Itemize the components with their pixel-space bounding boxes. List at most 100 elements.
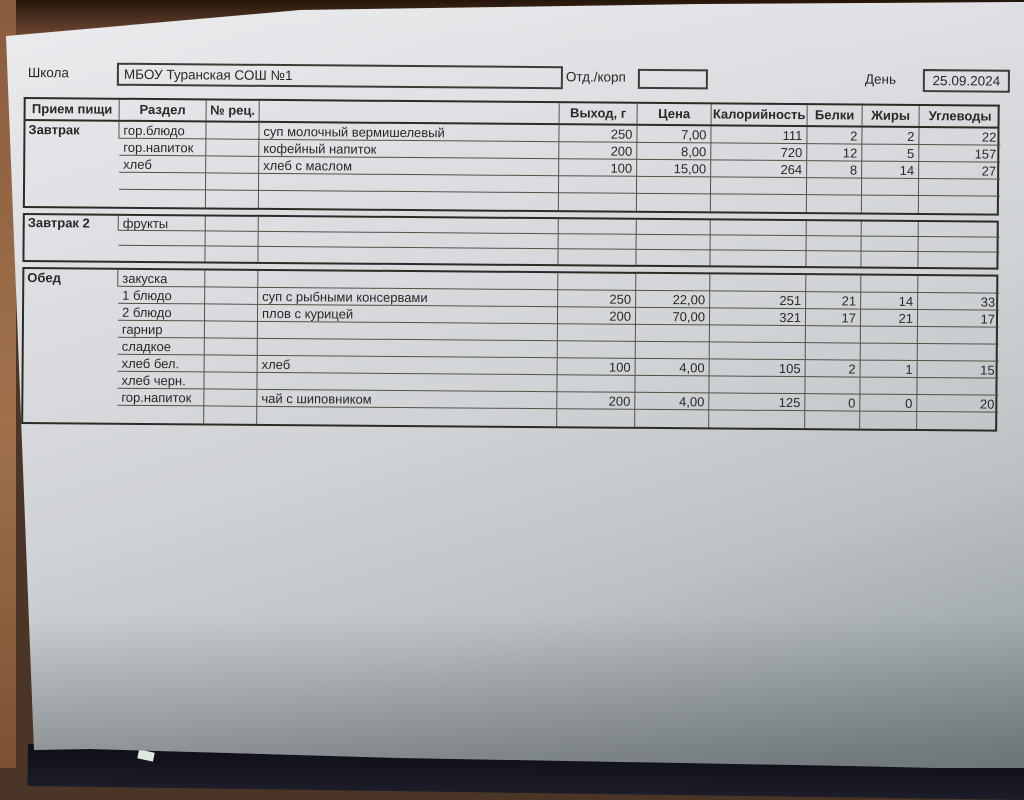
protein-cell: 21	[806, 292, 862, 310]
carbs-cell	[917, 327, 999, 345]
carbs-cell	[918, 222, 1000, 238]
price-cell: 70,00	[635, 307, 711, 326]
out-cell: 200	[559, 142, 638, 160]
protein-cell	[806, 221, 862, 237]
out-cell: 100	[559, 159, 638, 177]
rec-cell	[205, 173, 260, 191]
cal-cell: 321	[709, 308, 807, 327]
col-header: Раздел	[119, 99, 207, 121]
price-cell: 15,00	[637, 159, 712, 178]
rec-cell	[204, 389, 258, 407]
carbs-cell: 15	[917, 361, 999, 379]
meal-cell: Завтрак 2	[24, 215, 119, 231]
razdel-cell: гор.блюдо	[119, 121, 207, 140]
out-cell	[558, 193, 637, 211]
price-cell	[636, 176, 712, 195]
price-cell	[636, 193, 711, 212]
cal-cell	[709, 410, 806, 429]
price-cell	[635, 375, 710, 394]
out-cell	[558, 234, 637, 250]
razdel-cell: сладкое	[117, 337, 205, 356]
carbs-cell	[918, 276, 1000, 294]
rec-cell	[204, 304, 259, 322]
carbs-cell	[917, 412, 998, 430]
rec-cell	[204, 406, 258, 424]
protein-cell	[805, 326, 861, 344]
fat-cell	[861, 251, 919, 268]
col-header: Выход, г	[559, 103, 638, 124]
price-cell: 7,00	[637, 125, 712, 144]
cal-cell: 105	[709, 359, 806, 378]
protein-cell: 2	[805, 360, 861, 378]
protein-cell: 12	[807, 144, 863, 162]
price-cell	[636, 249, 711, 266]
protein-cell	[806, 178, 863, 196]
razdel-cell: 1 блюдо	[118, 286, 206, 305]
cal-cell	[710, 177, 808, 196]
price-cell	[636, 273, 711, 292]
rec-cell	[205, 216, 259, 232]
protein-cell	[806, 275, 862, 293]
col-header: Цена	[637, 103, 712, 125]
rec-cell	[204, 355, 258, 373]
carbs-cell: 157	[919, 145, 1001, 163]
meal-section: Обед закуска 1 блюдо суп с рыбными консерва…	[21, 266, 1000, 432]
razdel-cell: гарнир	[117, 320, 205, 339]
carbs-cell: 20	[917, 395, 999, 413]
price-cell: 4,00	[635, 358, 710, 377]
razdel-cell	[118, 189, 206, 208]
rec-cell	[204, 321, 258, 339]
rec-cell	[206, 139, 260, 157]
out-cell	[557, 409, 636, 427]
price-cell	[636, 234, 711, 251]
day-value-box: 25.09.2024	[922, 69, 1010, 93]
out-cell	[557, 341, 636, 359]
cal-cell	[710, 194, 807, 213]
school-value-box: МБОУ Туранская СОШ №1	[116, 62, 563, 90]
price-cell: 22,00	[636, 290, 711, 309]
fat-cell	[861, 195, 919, 214]
carbs-cell	[918, 237, 1000, 253]
rec-cell	[205, 190, 259, 208]
carbs-cell	[917, 378, 999, 396]
rec-cell	[204, 338, 258, 356]
dish-cell	[257, 406, 558, 427]
razdel-cell: хлеб черн.	[117, 371, 205, 390]
carbs-cell: 33	[918, 293, 1000, 311]
cal-cell	[710, 220, 807, 237]
price-cell: 4,00	[635, 392, 710, 411]
col-header: Жиры	[862, 105, 920, 127]
protein-cell	[805, 411, 861, 429]
fat-cell	[861, 178, 920, 197]
out-cell	[558, 249, 637, 265]
razdel-cell: гор.напиток	[117, 388, 205, 407]
out-cell	[558, 273, 637, 291]
protein-cell: 0	[805, 394, 861, 412]
rec-cell	[206, 156, 260, 174]
meal-cell: Обед	[24, 269, 119, 287]
price-cell	[635, 409, 710, 428]
menu-document: Школа МБОУ Туранская СОШ №1 Отд./корп Де…	[21, 62, 1010, 432]
fat-cell	[861, 275, 919, 294]
carbs-cell	[917, 344, 999, 362]
cal-cell	[709, 376, 806, 395]
col-header: Калорийность	[711, 104, 808, 126]
col-header: Углеводы	[928, 108, 992, 124]
out-cell	[558, 176, 638, 194]
out-cell: 250	[559, 125, 638, 143]
rec-cell	[205, 287, 259, 305]
razdel-cell: закуска	[118, 269, 206, 288]
out-cell: 200	[557, 392, 636, 410]
paper-sheet	[6, 2, 1024, 768]
protein-cell	[806, 251, 862, 267]
col-header	[259, 100, 560, 124]
col-header: Белки	[807, 105, 863, 126]
cal-cell	[710, 235, 807, 252]
dept-label: Отд./корп	[565, 69, 626, 85]
fat-cell: 5	[862, 144, 920, 163]
price-cell	[635, 324, 710, 343]
protein-cell	[806, 195, 862, 213]
school-label: Школа	[27, 65, 70, 81]
cal-cell	[710, 274, 807, 293]
carbs-cell: 17	[917, 310, 1000, 328]
